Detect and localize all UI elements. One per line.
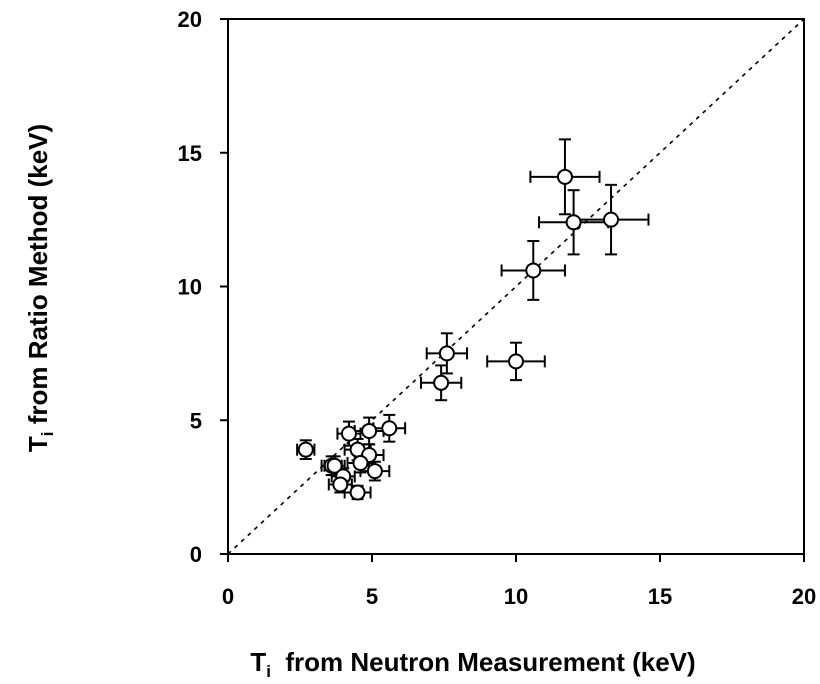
y-axis-title-main: T <box>23 436 53 452</box>
data-point <box>340 425 357 442</box>
data-point <box>525 262 542 279</box>
y-axis: 0 5 10 15 20 <box>178 7 228 567</box>
x-tick-label: 10 <box>504 584 528 609</box>
y-tick-label: 15 <box>178 141 202 166</box>
data-point <box>433 374 450 391</box>
data-point <box>361 422 378 439</box>
x-axis-title-sub: i <box>266 662 271 681</box>
reference-line-layer <box>227 18 805 555</box>
y-tick-label: 0 <box>190 542 202 567</box>
data-point <box>366 463 383 480</box>
y-tick-label: 20 <box>178 7 202 32</box>
x-axis-title: Ti from Neutron Measurement (keV) <box>250 647 695 681</box>
data-point <box>332 476 349 493</box>
data-point <box>352 455 369 472</box>
x-tick-label: 5 <box>366 584 378 609</box>
x-tick-label: 15 <box>648 584 672 609</box>
x-tick-label: 20 <box>792 584 816 609</box>
x-axis-title-rest: from Neutron Measurement (keV) <box>271 647 696 677</box>
data-point <box>349 484 366 501</box>
data-point <box>438 345 455 362</box>
x-tick-label: 0 <box>222 584 234 609</box>
y-tick-label: 5 <box>190 408 202 433</box>
data-point <box>381 420 398 437</box>
data-point <box>603 211 620 228</box>
y-axis-title-rest: from Ratio Method (keV) <box>23 124 53 432</box>
y-axis-title-sub: i <box>38 432 57 437</box>
reference-line <box>227 18 805 555</box>
x-axis-title-main: T <box>250 647 266 677</box>
data-point <box>565 214 582 231</box>
data-point <box>297 441 314 458</box>
y-tick-label: 10 <box>178 275 202 300</box>
y-axis-title: Ti from Ratio Method (keV) <box>23 124 57 452</box>
data-point <box>326 457 343 474</box>
errorbar-layer <box>296 138 650 501</box>
data-point <box>508 353 524 370</box>
x-axis: 0 5 10 15 20 <box>222 554 816 609</box>
data-point <box>556 168 573 185</box>
marker-layer <box>297 168 620 501</box>
